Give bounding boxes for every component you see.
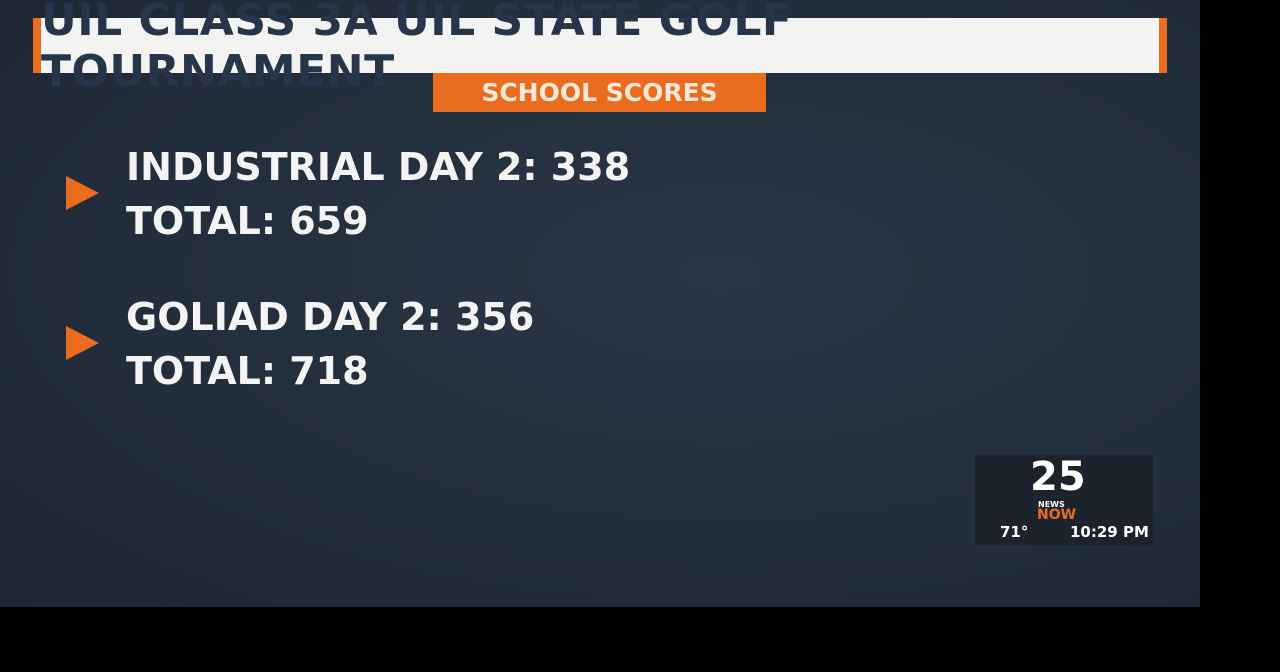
temperature: 71° <box>1000 523 1029 541</box>
bullet <box>66 326 99 360</box>
entry-line: TOTAL: 659 <box>126 199 369 243</box>
entry-line: INDUSTRIAL DAY 2: 338 <box>126 145 631 189</box>
clock: 10:29 PM <box>1070 523 1149 541</box>
logo-brand: NOW <box>1037 507 1077 523</box>
logo-number: 25 <box>1030 454 1086 500</box>
title: UIL CLASS 3A UIL STATE GOLF TOURNAMENT <box>41 0 793 97</box>
score-entry: INDUSTRIAL DAY 2: 338 TOTAL: 659 <box>0 143 900 253</box>
bullet <box>66 176 99 210</box>
title-bar: UIL CLASS 3A UIL STATE GOLF TOURNAMENT <box>33 0 1167 97</box>
graphic-panel: UIL CLASS 3A UIL STATE GOLF TOURNAMENT S… <box>0 0 1200 607</box>
subtitle: SCHOOL SCORES <box>433 73 766 112</box>
score-entry: GOLIAD DAY 2: 356 TOTAL: 718 <box>0 293 900 403</box>
entry-line: GOLIAD DAY 2: 356 <box>126 295 535 339</box>
logo-network: NEWS <box>1038 500 1065 509</box>
station-logo: 25 NEWS NOW 71° 10:29 PM <box>975 455 1153 545</box>
entry-line: TOTAL: 718 <box>126 349 369 393</box>
